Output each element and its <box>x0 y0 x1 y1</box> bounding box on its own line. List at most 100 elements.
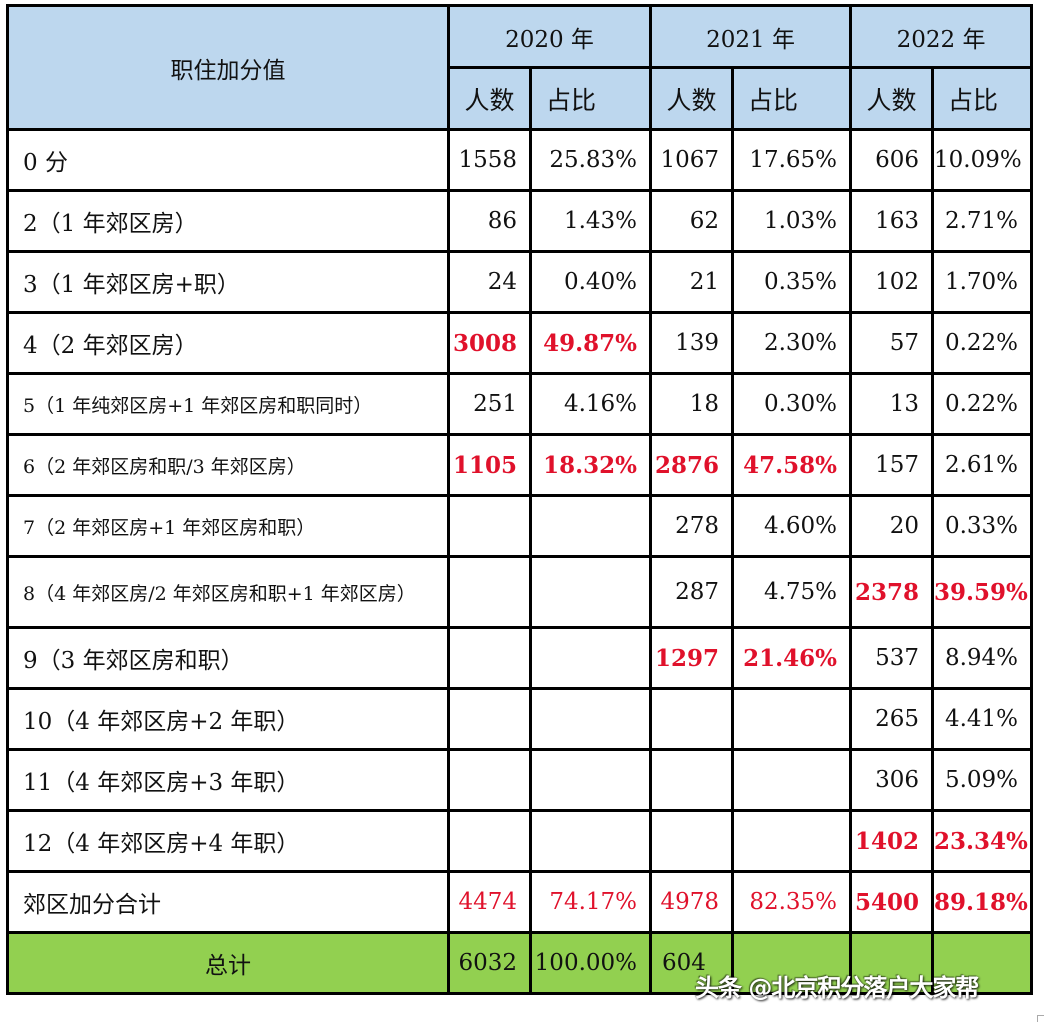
header-row-label: 职住加分值 <box>6 4 450 131</box>
cell-share: 2.61% <box>931 433 1034 497</box>
cell-count: 157 <box>849 433 935 497</box>
table-row: 10（4 年郊区房+2 年职） 265 4.41% <box>6 687 1034 751</box>
cell-share: 74.17% <box>528 870 653 934</box>
table-row: 2（1 年郊区房） 86 1.43% 62 1.03% 163 2.71% <box>6 189 1034 253</box>
cell-count: 21 <box>649 250 735 314</box>
cell-share: 0.30% <box>731 372 853 436</box>
cell-count: 57 <box>849 311 935 375</box>
cell-count: 24 <box>447 250 532 314</box>
cell-share: 25.83% <box>528 128 653 192</box>
cell-count: 306 <box>849 748 935 812</box>
cell-count: 278 <box>649 494 735 558</box>
cell-count: 251 <box>447 372 532 436</box>
cell-count: 20 <box>849 494 935 558</box>
grand-total-row: 总计 6032 100.00% 604 <box>6 931 1034 995</box>
cell-count <box>447 687 532 751</box>
cell-share <box>731 687 853 751</box>
cell-count: 62 <box>649 189 735 253</box>
header-count-2021: 人数 <box>649 66 735 131</box>
cell-share <box>731 748 853 812</box>
row-label: 9（3 年郊区房和职） <box>6 626 450 690</box>
cell-count: 163 <box>849 189 935 253</box>
cell-share: 0.35% <box>731 250 853 314</box>
table-row: 11（4 年郊区房+3 年职） 306 5.09% <box>6 748 1034 812</box>
cell-count <box>649 687 735 751</box>
cell-count-highlight: 2378 <box>849 555 935 629</box>
cell-count <box>447 555 532 629</box>
header-share-2020: 占比 <box>528 66 653 131</box>
cell-share: 4.41% <box>931 687 1034 751</box>
cell-count: 4978 <box>649 870 735 934</box>
header-year-2021: 2021 年 <box>649 4 853 69</box>
cell-share <box>528 809 653 873</box>
row-label: 2（1 年郊区房） <box>6 189 450 253</box>
cell-count: 1558 <box>447 128 532 192</box>
row-label: 8（4 年郊区房/2 年郊区房和职+1 年郊区房） <box>6 555 450 629</box>
cell-share: 2.71% <box>931 189 1034 253</box>
row-label: 11（4 年郊区房+3 年职） <box>6 748 450 812</box>
table-row: 7（2 年郊区房+1 年郊区房和职） 278 4.60% 20 0.33% <box>6 494 1034 558</box>
row-label: 7（2 年郊区房+1 年郊区房和职） <box>6 494 450 558</box>
points-distribution-table: 职住加分值 2020 年 2021 年 2022 年 人数 占比 人数 占比 人… <box>6 4 1034 995</box>
cell-count: 4474 <box>447 870 532 934</box>
table-row: 12（4 年郊区房+4 年职） 1402 23.34% <box>6 809 1034 873</box>
header-share-2022: 占比 <box>931 66 1034 131</box>
cell-share <box>931 931 1034 995</box>
table-row: 6（2 年郊区房和职/3 年郊区房） 1105 18.32% 2876 47.5… <box>6 433 1034 497</box>
table-row: 0 分 1558 25.83% 1067 17.65% 606 10.09% <box>6 128 1034 192</box>
row-label: 10（4 年郊区房+2 年职） <box>6 687 450 751</box>
cell-share-highlight: 21.46% <box>731 626 853 690</box>
header-year-2020: 2020 年 <box>446 4 653 69</box>
cell-count: 18 <box>649 372 735 436</box>
cell-count: 139 <box>649 311 735 375</box>
cell-share <box>528 748 653 812</box>
cell-count <box>447 809 532 873</box>
cell-count-highlight: 1297 <box>649 626 735 690</box>
cell-share <box>731 931 853 995</box>
cell-share-highlight: 89.18% <box>931 870 1034 934</box>
cell-count <box>447 494 532 558</box>
cell-count: 6032 <box>447 931 532 995</box>
cell-share: 4.60% <box>731 494 853 558</box>
cell-count-highlight: 1402 <box>849 809 935 873</box>
cell-share: 100.00% <box>528 931 653 995</box>
cell-count-highlight: 5400 <box>849 870 935 934</box>
cell-count: 86 <box>447 189 532 253</box>
cell-count-highlight: 1105 <box>447 433 532 497</box>
cell-share: 1.43% <box>528 189 653 253</box>
table-row: 3（1 年郊区房+职） 24 0.40% 21 0.35% 102 1.70% <box>6 250 1034 314</box>
cell-count: 606 <box>849 128 935 192</box>
watermark-text: 头条 @北京积分落户大家帮 <box>695 974 979 1002</box>
cell-share-highlight: 18.32% <box>528 433 653 497</box>
cell-share: 4.75% <box>731 555 853 629</box>
header-count-2022: 人数 <box>849 66 935 131</box>
cell-count <box>849 931 935 995</box>
cell-share <box>528 494 653 558</box>
cell-share: 1.70% <box>931 250 1034 314</box>
header-year-2022: 2022 年 <box>849 4 1034 69</box>
cell-share: 2.30% <box>731 311 853 375</box>
cell-share: 1.03% <box>731 189 853 253</box>
cell-share: 10.09% <box>931 128 1034 192</box>
cell-count: 537 <box>849 626 935 690</box>
cell-count: 265 <box>849 687 935 751</box>
cell-share: 5.09% <box>931 748 1034 812</box>
cell-share: 82.35% <box>731 870 853 934</box>
table-row: 4（2 年郊区房） 3008 49.87% 139 2.30% 57 0.22% <box>6 311 1034 375</box>
cell-count: 13 <box>849 372 935 436</box>
cell-share: 0.33% <box>931 494 1034 558</box>
cell-share <box>528 555 653 629</box>
header-share-2021: 占比 <box>731 66 853 131</box>
row-label: 12（4 年郊区房+4 年职） <box>6 809 450 873</box>
grand-total-label: 总计 <box>6 931 450 995</box>
cell-share: 8.94% <box>931 626 1034 690</box>
cell-share: 0.22% <box>931 372 1034 436</box>
cell-share-highlight: 49.87% <box>528 311 653 375</box>
table-row: 9（3 年郊区房和职） 1297 21.46% 537 8.94% <box>6 626 1034 690</box>
cell-share <box>528 626 653 690</box>
cell-share: 4.16% <box>528 372 653 436</box>
cell-count-highlight: 2876 <box>649 433 735 497</box>
cell-share <box>528 687 653 751</box>
table-row: 8（4 年郊区房/2 年郊区房和职+1 年郊区房） 287 4.75% 2378… <box>6 555 1034 629</box>
row-label: 0 分 <box>6 128 450 192</box>
